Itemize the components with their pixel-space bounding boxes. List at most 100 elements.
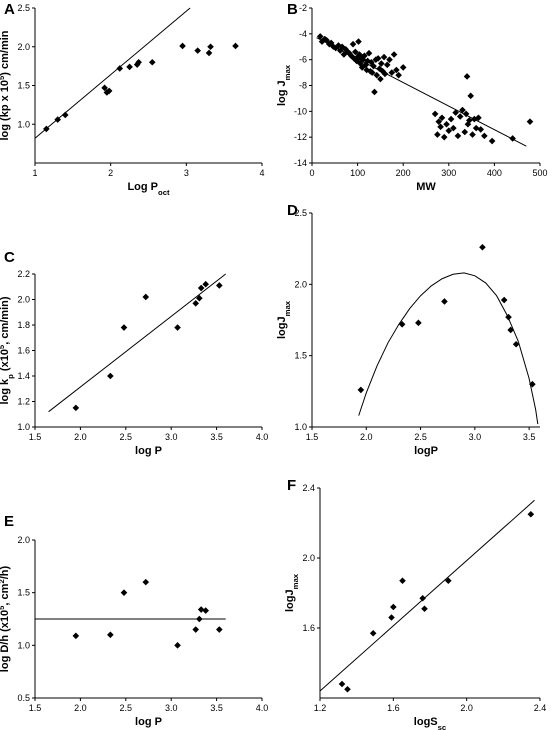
data-point [512,340,520,348]
y-tick-label: -6 [299,55,307,65]
data-point [120,589,128,596]
data-point [368,69,376,76]
chart-panel-b: 0 100 200 300 400 500 -14 -12 -10 -8 -6 -4 -2 MW log J… [276,1,548,193]
data-point [388,69,396,76]
data-point [481,132,488,140]
x-tick-label: 4.0 [256,703,269,713]
data-point [359,56,367,63]
data-point [438,114,446,122]
data-point [475,114,482,122]
data-point [526,118,534,125]
data-point [330,43,337,51]
fit-line [34,7,191,139]
data-point [197,284,205,292]
data-point [72,632,80,640]
y-tick-label: 1.5 [294,351,307,361]
x-tick-label: 2.0 [74,432,87,442]
data-point [461,128,469,136]
data-point [142,578,150,586]
data-point [107,631,114,639]
data-point [469,131,476,138]
data-point [142,293,150,301]
data-point [450,124,457,132]
data-point [207,43,214,51]
x-axis-label: MW [416,181,436,193]
data-point [133,61,141,68]
x-tick-label: 2.4 [534,703,547,713]
x-axis-label: log P [135,716,162,728]
y-tick-label: 2.0 [17,42,30,52]
data-point [192,300,200,307]
data-point [196,294,203,302]
fit-curve [358,272,539,425]
x-tick-label: 3.0 [469,432,482,442]
data-point [467,92,474,100]
data-point [419,594,426,602]
x-tick-label: 2.5 [414,432,427,442]
data-point [54,116,61,123]
y-axis-label: logJmax [284,573,300,612]
data-point [390,51,398,58]
x-tick-label: 3.5 [210,703,223,713]
x-axis-label: log P [135,445,162,457]
x-tick-label: 400 [487,168,502,178]
x-axis-label: logP [414,445,438,457]
data-point [232,42,239,50]
y-tick-label: -12 [294,132,307,142]
data-point [43,125,50,133]
data-point [126,63,133,71]
data-point [192,626,200,633]
x-tick-label: 3.0 [165,432,178,442]
y-tick-label: 1.0 [17,640,30,650]
x-tick-label: 1.5 [29,703,42,713]
data-point [179,42,186,50]
data-point [393,66,400,74]
data-point [349,40,357,48]
x-tick-label: 4.0 [256,432,269,442]
data-point [365,49,373,57]
y-tick-label: 2.2 [17,269,30,279]
data-point [72,404,80,412]
x-tick-label: 3.5 [210,432,223,442]
data-point [456,113,464,120]
data-point [488,137,496,145]
data-point [174,642,181,649]
data-point [386,56,393,63]
data-point [441,298,448,305]
data-point [399,577,406,585]
x-tick-label: 1.2 [314,703,327,713]
data-point [380,53,388,61]
data-point [505,313,512,321]
data-point [107,372,114,380]
data-point [371,88,378,96]
fit-line [48,273,227,413]
x-tick-label: 2 [108,168,113,178]
data-point [340,51,348,58]
data-point [459,106,466,114]
data-point [342,46,350,53]
data-point [327,39,335,47]
data-point [479,243,486,251]
data-point [454,132,462,140]
x-tick-label: 2.0 [360,432,373,442]
panel-letter: E [4,513,14,530]
x-tick-label: 1.5 [306,432,319,442]
x-tick-label: 2.5 [120,703,133,713]
data-point [381,70,389,78]
data-point [116,65,124,72]
data-point [373,71,381,79]
y-tick-label: 1.2 [17,397,30,407]
chart-panel-f: 1.2 1.6 2.0 2.4 1.6 2.0 2.4 logSsc logJmax F [284,477,546,730]
data-point [415,319,422,327]
x-tick-label: 4 [259,168,264,178]
y-tick-label: 2.0 [294,279,307,289]
y-axis-label: log (kp x 105) cm/min [0,30,11,140]
data-point [463,73,471,80]
data-point [355,38,362,45]
data-point [105,87,113,95]
y-tick-label: 2.5 [17,3,30,13]
data-point [466,117,473,124]
y-tick-label: -8 [299,81,307,91]
data-point [338,680,346,688]
y-tick-label: 1.4 [17,371,30,381]
